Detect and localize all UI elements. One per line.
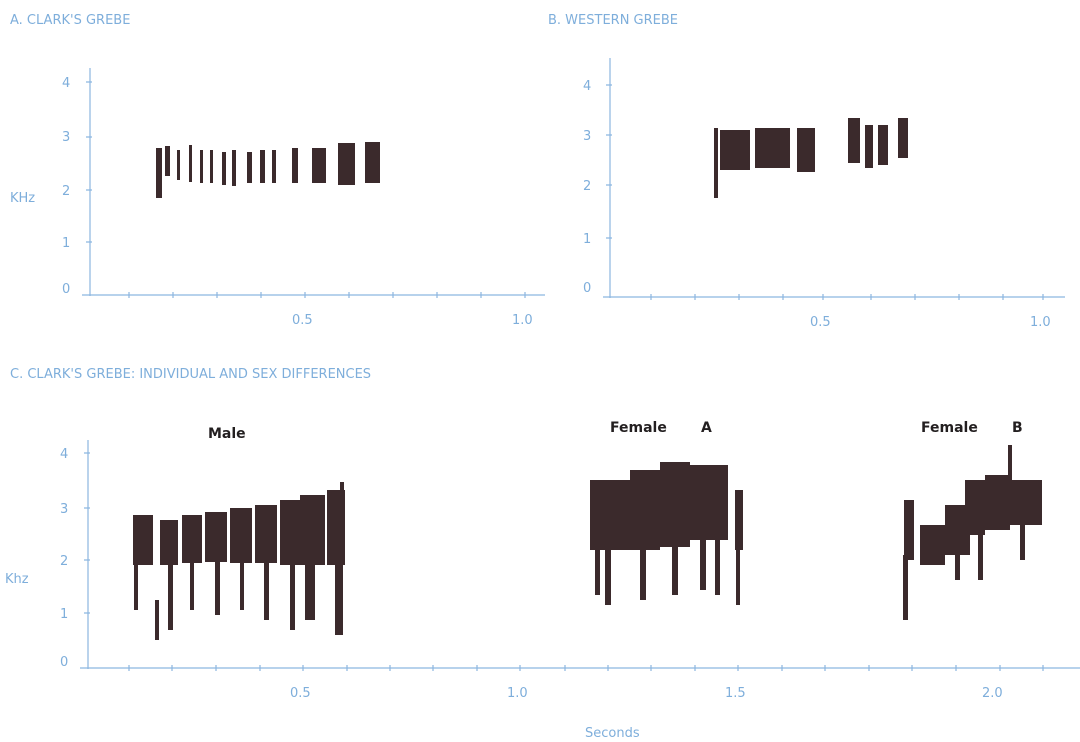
- x-tick-label: 0.5: [292, 313, 313, 328]
- y-tick-label: 2: [62, 184, 70, 199]
- y-tick-label: 1: [60, 607, 68, 622]
- y-tick-label: 4: [60, 447, 68, 462]
- axes: [603, 58, 1065, 300]
- panel-b: B. WESTERN GREBE 4 3 2 1 0 0.5 1.0: [548, 13, 1065, 330]
- panel-c: C. CLARK'S GREBE: INDIVIDUAL AND SEX DIF…: [5, 367, 1080, 741]
- y-tick-label: 0: [60, 655, 68, 670]
- y-label: Khz: [5, 572, 29, 587]
- spectrogram-female-b: [903, 445, 1042, 620]
- x-tick-label: 0.5: [810, 315, 831, 330]
- sample-label: Male: [208, 426, 246, 442]
- sample-label: Female: [610, 420, 667, 436]
- spectrogram-male: [133, 482, 345, 640]
- spectrogram-female-a: [590, 462, 743, 605]
- sample-label: B: [1012, 420, 1023, 436]
- x-tick-label: 2.0: [982, 686, 1003, 701]
- x-tick-label: 1.0: [507, 686, 528, 701]
- y-tick-label: 4: [583, 79, 591, 94]
- y-tick-label: 1: [583, 232, 591, 247]
- y-tick-label: 3: [583, 129, 591, 144]
- sample-label: Female: [921, 420, 978, 436]
- x-label: Seconds: [585, 726, 640, 741]
- y-tick-label: 0: [583, 281, 591, 296]
- axes: [82, 68, 545, 298]
- panel-title: B. WESTERN GREBE: [548, 13, 678, 28]
- x-tick-label: 0.5: [290, 686, 311, 701]
- y-label: KHz: [10, 191, 35, 206]
- y-tick-label: 3: [62, 130, 70, 145]
- y-tick-label: 1: [62, 236, 70, 251]
- panel-a: A. CLARK'S GREBE KHz 4 3 2 1 0 0.5 1.0: [10, 13, 545, 328]
- panel-title: A. CLARK'S GREBE: [10, 13, 130, 28]
- y-tick-label: 2: [60, 554, 68, 569]
- x-tick-label: 1.0: [512, 313, 533, 328]
- y-tick-label: 0: [62, 282, 70, 297]
- axes: [80, 440, 1080, 671]
- panel-title: C. CLARK'S GREBE: INDIVIDUAL AND SEX DIF…: [10, 367, 371, 382]
- spectrogram: [714, 118, 908, 198]
- y-tick-label: 4: [62, 76, 70, 91]
- x-tick-label: 1.0: [1030, 315, 1051, 330]
- y-tick-label: 2: [583, 179, 591, 194]
- sample-label: A: [701, 420, 712, 436]
- spectrogram: [156, 142, 380, 198]
- x-tick-label: 1.5: [725, 686, 746, 701]
- y-tick-label: 3: [60, 502, 68, 517]
